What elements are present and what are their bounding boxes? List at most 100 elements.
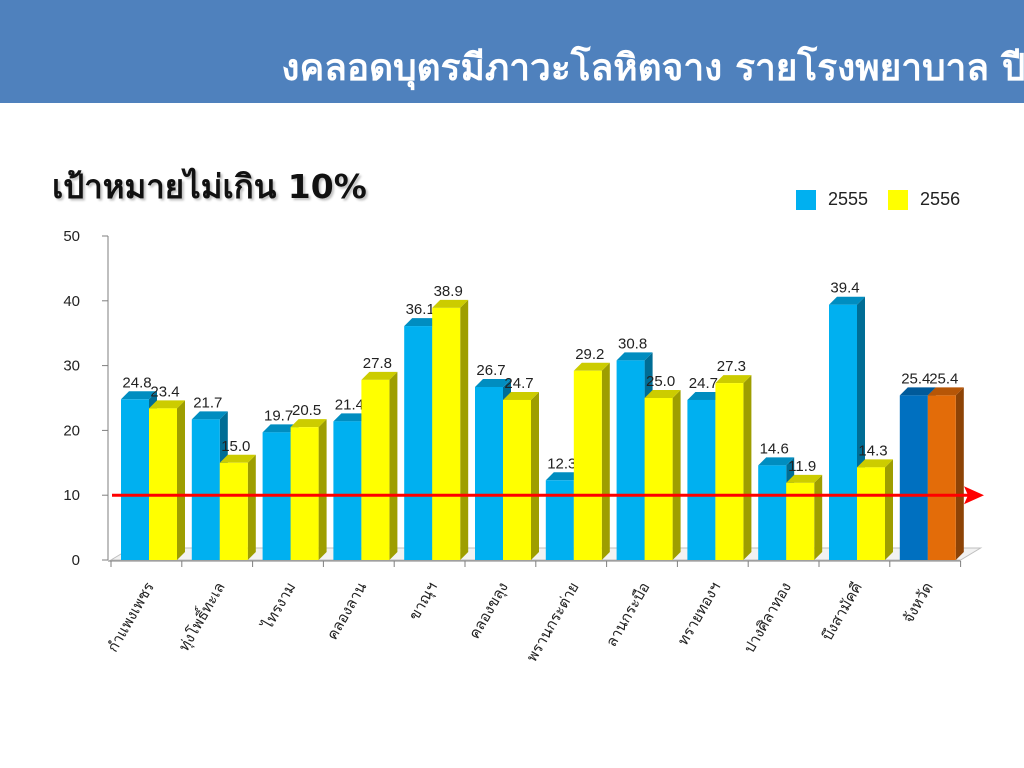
legend-swatch-2555 xyxy=(796,189,816,210)
bar-top xyxy=(121,391,157,400)
data-label: 23.4 xyxy=(150,383,179,400)
data-label: 24.7 xyxy=(689,375,718,392)
data-label: 24.7 xyxy=(504,375,533,392)
bar-front xyxy=(404,326,433,560)
category-label: ขาณุฯ xyxy=(405,579,442,624)
page-title: งคลอดบุตรมีภาวะโลหิตจาง รายโรงพยาบาล ปี … xyxy=(281,46,1024,89)
bar-top xyxy=(927,387,964,396)
data-label: 30.8 xyxy=(618,335,647,352)
bar-side xyxy=(389,371,398,560)
category-label: คลองขลุง xyxy=(465,579,513,642)
bar-front xyxy=(829,304,857,560)
bar-front xyxy=(644,398,673,560)
bar-2556-8 xyxy=(715,375,752,560)
legend-label-2555: 2555 xyxy=(828,189,869,209)
bar-front xyxy=(219,462,248,560)
bar-top xyxy=(545,472,582,481)
data-label: 38.9 xyxy=(434,283,463,300)
bar-top xyxy=(715,375,752,384)
bar-2556-0 xyxy=(149,400,185,560)
bar-front xyxy=(503,399,531,560)
y-tick-label: 0 xyxy=(72,552,80,569)
data-label: 11.9 xyxy=(788,458,816,475)
bar-top xyxy=(786,474,823,483)
legend-item-2555: 2555 xyxy=(796,189,868,210)
bar-side xyxy=(601,362,610,560)
bar-top xyxy=(404,318,441,327)
data-label: 14.6 xyxy=(760,440,789,457)
data-label: 27.3 xyxy=(717,358,746,375)
category-label: กำแพงเพชร xyxy=(103,579,157,655)
target-label: เป้าหมายไม่เกิน 10% xyxy=(52,167,367,206)
bar-side xyxy=(460,299,469,560)
category-label: ไทรงาม xyxy=(258,579,300,633)
category-label: คลองลาน xyxy=(323,579,370,643)
legend-label-2556: 2556 xyxy=(920,189,961,209)
bar-2556-6 xyxy=(573,362,610,560)
data-label: 39.4 xyxy=(830,280,859,297)
y-tick-label: 50 xyxy=(63,228,80,245)
bar-front xyxy=(290,427,319,560)
data-label: 29.2 xyxy=(575,346,604,363)
y-tick-label: 40 xyxy=(63,293,80,310)
bar-2556-11 xyxy=(927,387,964,560)
bar-top xyxy=(475,378,511,387)
data-label: 15.0 xyxy=(221,438,250,455)
category-label: พรานกระต่าย xyxy=(523,579,583,665)
data-label: 14.3 xyxy=(858,442,887,459)
bar-2556-5 xyxy=(503,391,539,560)
bar-top xyxy=(758,457,795,466)
bar-2556-7 xyxy=(644,390,681,560)
bar-front xyxy=(475,386,503,560)
bar-side xyxy=(177,400,185,560)
bar-top xyxy=(191,411,228,420)
bar-2556-2 xyxy=(290,419,327,560)
bar-front xyxy=(616,360,645,560)
category-label: บึงสามัคคี xyxy=(818,579,866,644)
bar-top xyxy=(899,387,936,396)
bar-top xyxy=(361,371,398,380)
bar-side xyxy=(955,387,964,560)
bar-top xyxy=(573,362,610,371)
bar-front xyxy=(573,370,602,560)
y-tick-label: 30 xyxy=(63,358,80,375)
bar-top xyxy=(616,352,653,361)
data-label: 19.7 xyxy=(264,407,293,424)
bar-top xyxy=(857,459,893,468)
data-label: 36.1 xyxy=(406,301,435,318)
legend-item-2556: 2556 xyxy=(888,189,960,210)
category-label: ทรายทองฯ xyxy=(674,579,724,648)
y-tick-label: 20 xyxy=(63,422,80,439)
bar-side xyxy=(814,474,823,560)
bar-top xyxy=(262,424,299,433)
bar-top xyxy=(333,413,370,422)
category-label: ปางศิลาทอง xyxy=(740,579,795,656)
bar-side xyxy=(743,375,752,560)
legend-swatch-2556 xyxy=(888,189,909,210)
data-label: 20.5 xyxy=(292,402,321,419)
category-label: ลานกระบือ xyxy=(602,579,653,650)
bar-2556-9 xyxy=(786,474,823,560)
bar-2556-10 xyxy=(857,459,893,560)
data-label: 21.4 xyxy=(335,396,364,413)
bar-top xyxy=(829,296,865,305)
data-label: 24.8 xyxy=(122,374,151,391)
bar-side xyxy=(885,459,893,560)
data-label: 12.3 xyxy=(547,455,576,472)
bar-2556-4 xyxy=(432,299,469,560)
bar-top xyxy=(644,390,681,398)
bar-front xyxy=(191,419,220,560)
bar-front xyxy=(687,399,716,560)
bar-side xyxy=(672,390,681,560)
bar-side xyxy=(318,419,327,560)
data-label: 25.4 xyxy=(929,370,958,387)
bar-front xyxy=(361,379,390,560)
data-label: 26.7 xyxy=(476,362,505,379)
data-label: 25.4 xyxy=(901,370,930,387)
data-label: 25.0 xyxy=(646,373,675,390)
bar-front xyxy=(121,399,149,560)
bar-front xyxy=(758,465,787,560)
bar-front xyxy=(899,395,928,560)
category-label: ทุ่งโพธิ์ทะเล xyxy=(173,578,229,655)
